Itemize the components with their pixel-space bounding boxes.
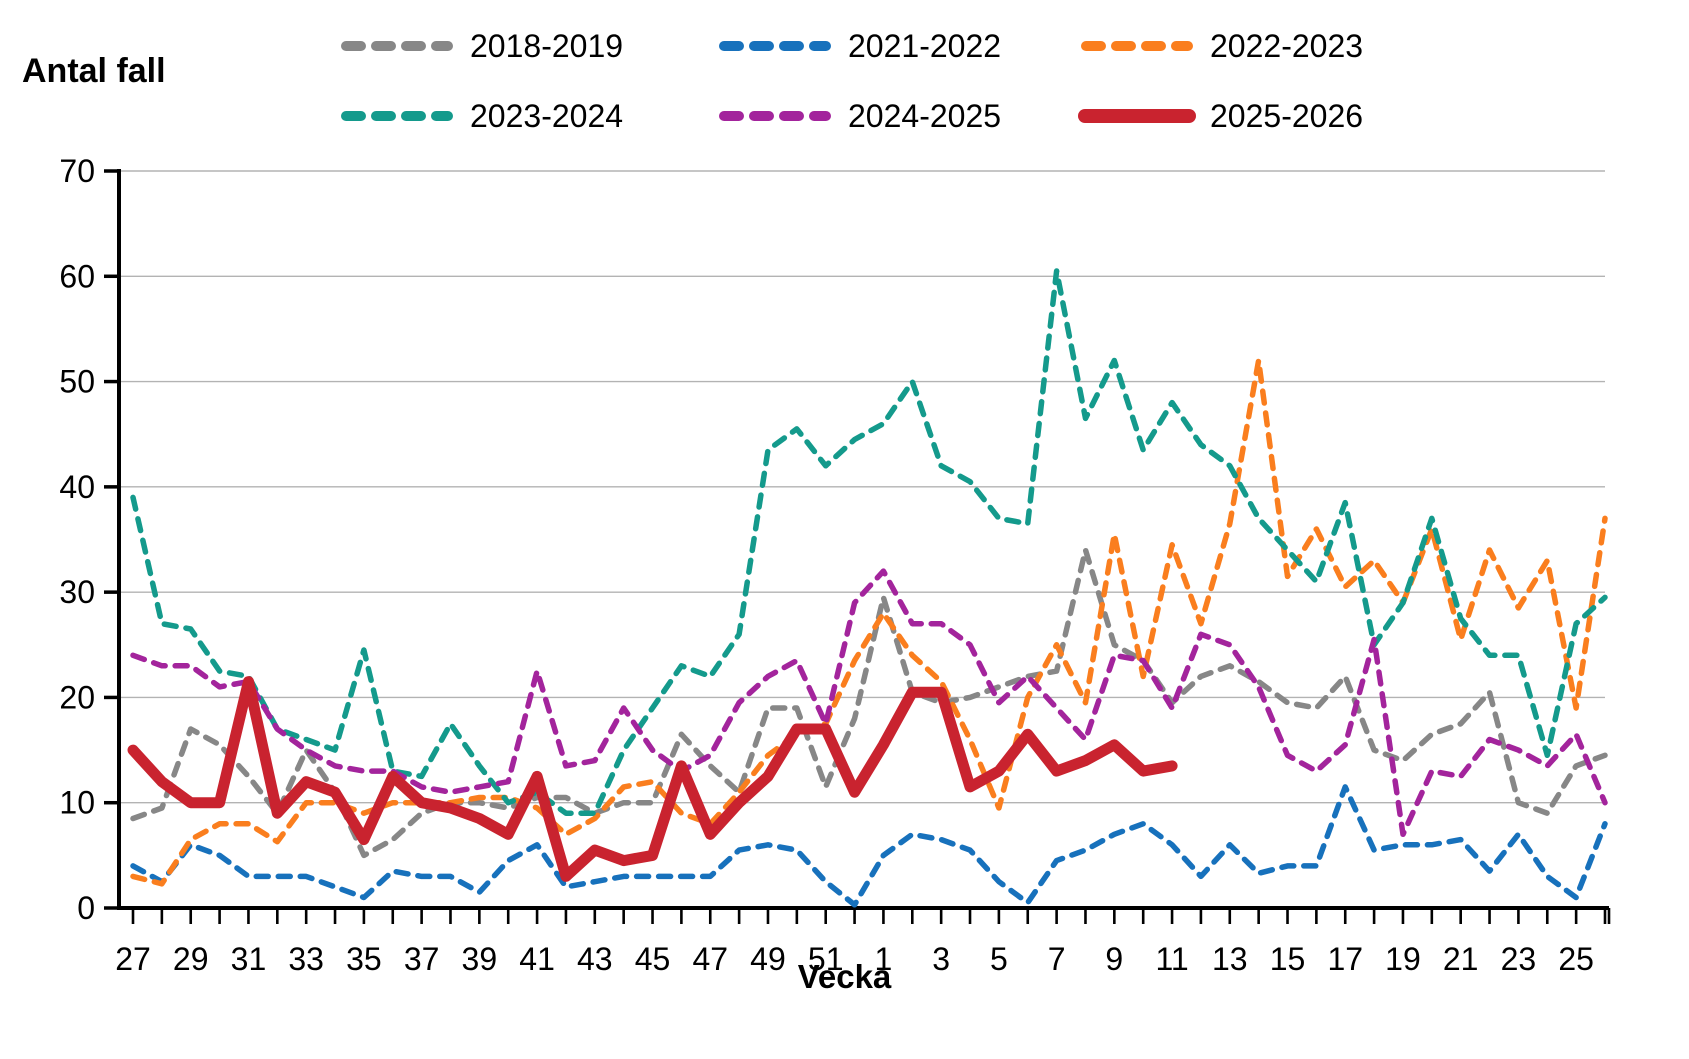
x-tick-label-39: 39 [462,941,498,977]
x-tick-label-15: 15 [1270,941,1306,977]
x-tick-label-7: 7 [1048,941,1066,977]
y-tick-label-30: 30 [59,574,95,610]
y-tick-label-50: 50 [59,364,95,400]
x-tick-label-27: 27 [115,941,151,977]
x-tick-label-33: 33 [288,941,324,977]
legend-item-2023-2024: 2023-2024 [338,96,623,136]
series-line-2024-2025 [130,568,1608,838]
x-tick-label-29: 29 [173,941,209,977]
y-tick-label-40: 40 [59,469,95,505]
x-axis-title: Vecka [797,958,892,995]
x-tick-label-25: 25 [1558,941,1594,977]
series-line-2022-2023 [130,357,1608,887]
legend-item-2021-2022: 2021-2022 [716,26,1001,66]
legend-swatch-2018-2019 [341,41,453,51]
x-tick-label-23: 23 [1501,941,1537,977]
x-tick-label-45: 45 [635,941,671,977]
legend-label-2021-2022: 2021-2022 [848,27,1002,64]
x-tick-label-3: 3 [932,941,950,977]
legend-item-2018-2019: 2018-2019 [338,26,623,66]
legend-item-2024-2025: 2024-2025 [716,96,1001,136]
series-line-2018-2019 [130,547,1608,859]
legend-swatch-2025-2026 [1078,109,1196,123]
series-line-2025-2026 [127,676,1178,882]
x-tick-label-31: 31 [231,941,267,977]
legend-item-2025-2026: 2025-2026 [1078,96,1363,136]
y-tick-label-70: 70 [59,153,95,189]
legend-label-2018-2019: 2018-2019 [470,27,624,64]
legend-label-2025-2026: 2025-2026 [1210,97,1364,134]
x-tick-label-37: 37 [404,941,440,977]
x-tick-label-19: 19 [1385,941,1421,977]
x-tick-label-49: 49 [750,941,786,977]
x-tick-label-11: 11 [1155,941,1188,977]
y-axis-title: Antal fall [22,52,166,90]
legend-swatch-2021-2022 [719,41,831,51]
x-tick-label-17: 17 [1327,941,1363,977]
legend-label-2023-2024: 2023-2024 [470,97,624,134]
legend-item-2022-2023: 2022-2023 [1078,26,1363,66]
y-tick-label-10: 10 [59,785,95,821]
x-tick-label-43: 43 [577,941,613,977]
x-tick-label-13: 13 [1212,941,1248,977]
y-tick-label-60: 60 [59,258,95,294]
series-line-2021-2022 [130,784,1608,908]
x-tick-label-51: 51 [808,941,844,977]
y-tick-label-20: 20 [59,679,95,715]
x-tick-label-5: 5 [990,941,1008,977]
legend-label-2022-2023: 2022-2023 [1210,27,1364,64]
x-tick-label-1: 1 [875,941,893,977]
x-tick-label-9: 9 [1105,941,1123,977]
legend-swatch-2023-2024 [341,111,453,121]
y-tick-label-0: 0 [77,890,95,926]
x-tick-label-35: 35 [346,941,382,977]
legend-label-2024-2025: 2024-2025 [848,97,1002,134]
x-tick-label-41: 41 [519,941,555,977]
legend-swatch-2024-2025 [719,111,831,121]
x-tick-label-21: 21 [1443,941,1479,977]
series-line-2023-2024 [130,268,1608,816]
x-tick-label-47: 47 [692,941,728,977]
legend-swatch-2022-2023 [1081,41,1193,51]
